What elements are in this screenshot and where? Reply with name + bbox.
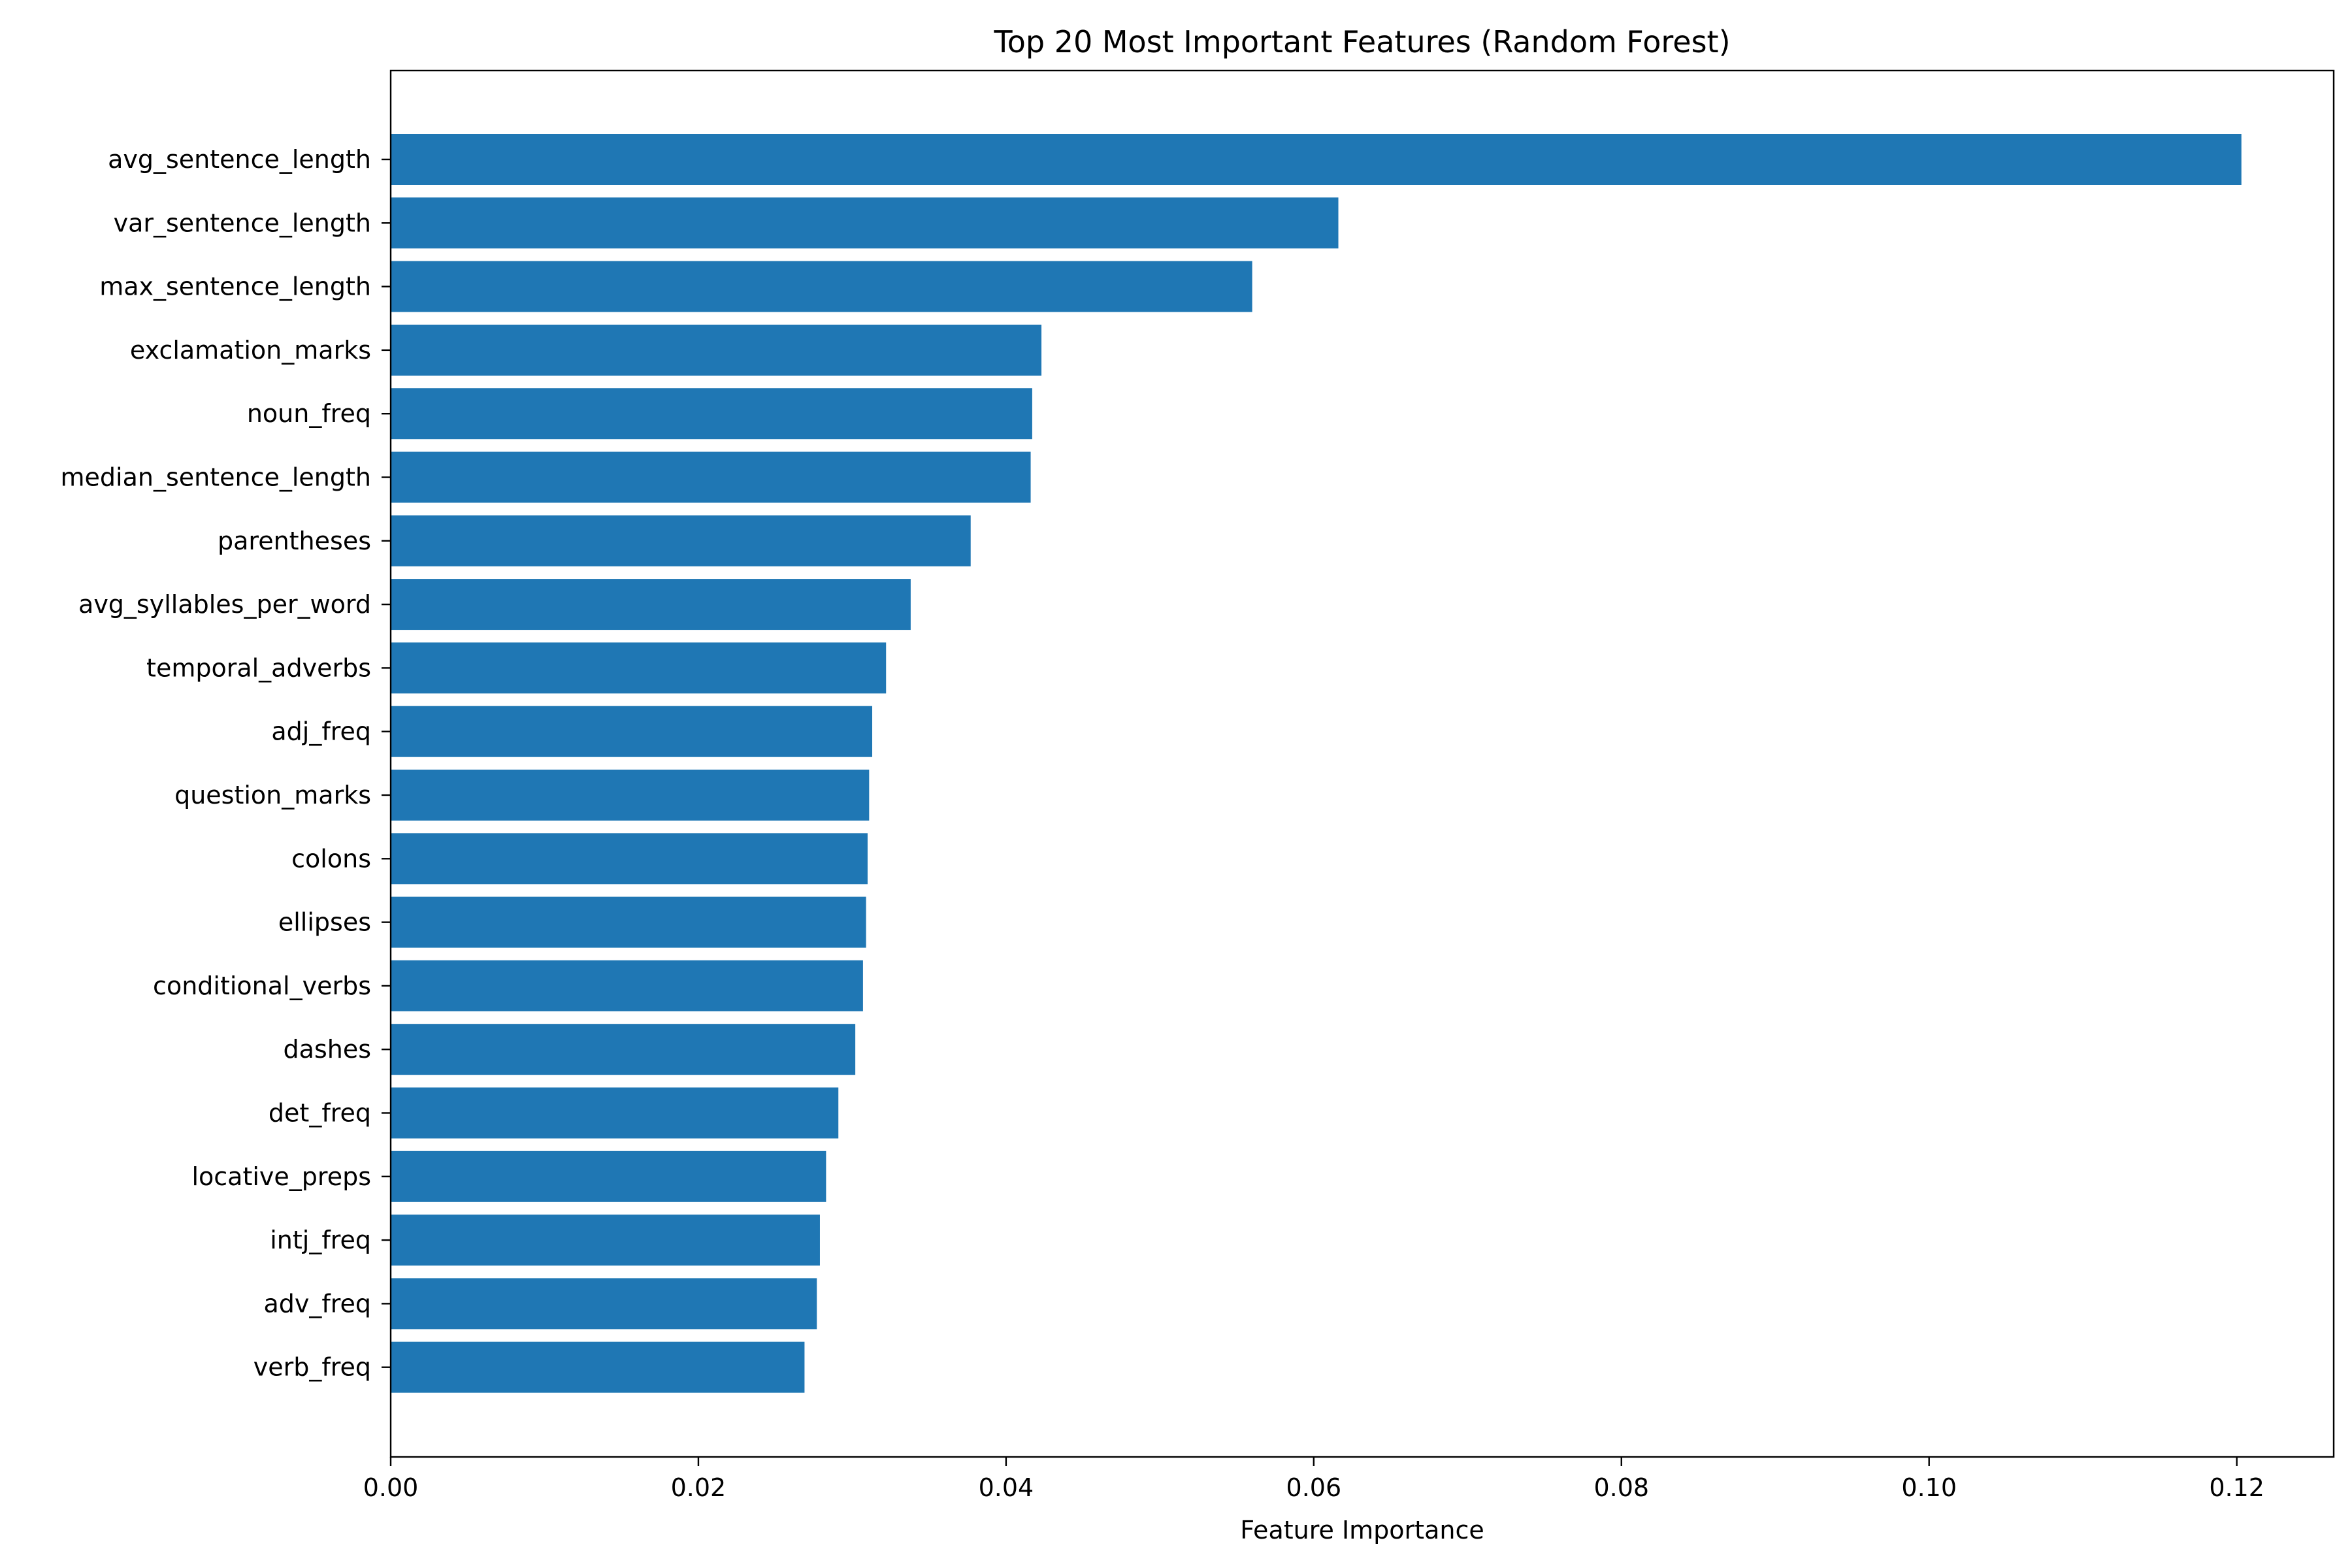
y-tick-label: question_marks <box>174 781 371 809</box>
y-tick-label: max_sentence_length <box>99 272 371 301</box>
y-tick-label: var_sentence_length <box>114 208 371 237</box>
y-tick-label: avg_syllables_per_word <box>78 590 371 619</box>
x-tick-label: 0.06 <box>1286 1473 1342 1502</box>
bar-max-sentence-length <box>391 261 1252 312</box>
bar-var-sentence-length <box>391 197 1339 249</box>
bar-adv-freq <box>391 1278 817 1330</box>
bar-temporal-adverbs <box>391 642 887 694</box>
x-tick-label: 0.02 <box>671 1473 727 1502</box>
y-tick-label: verb_freq <box>253 1353 371 1382</box>
y-tick-label: dashes <box>284 1035 371 1064</box>
bar-parentheses <box>391 515 971 566</box>
bars-layer <box>391 134 2242 1393</box>
y-tick-label: avg_sentence_length <box>108 145 371 174</box>
bar-intj-freq <box>391 1215 820 1266</box>
bar-det-freq <box>391 1087 839 1139</box>
y-tick-label: adv_freq <box>263 1289 371 1318</box>
bar-adj-freq <box>391 706 873 757</box>
y-tick-label: conditional_verbs <box>153 972 371 1000</box>
y-tick-label: parentheses <box>218 527 371 555</box>
x-tick-label: 0.00 <box>363 1473 419 1502</box>
y-axis: avg_sentence_length var_sentence_lengthma… <box>61 145 391 1382</box>
bar-dashes <box>391 1024 856 1075</box>
y-tick-label: locative_preps <box>191 1162 371 1191</box>
y-tick-label: adj_freq <box>271 717 371 746</box>
bar-question-marks <box>391 770 870 821</box>
bar-verb-freq <box>391 1341 805 1393</box>
bar-conditional-verbs <box>391 960 863 1011</box>
bar-colons <box>391 833 868 885</box>
bar-avg-syllables-per-word <box>391 579 911 630</box>
plot-frame <box>389 69 2335 1458</box>
x-tick-label: 0.10 <box>1901 1473 1957 1502</box>
y-tick-label: colons <box>291 844 371 873</box>
x-tick-label: 0.04 <box>979 1473 1034 1502</box>
bar-avg-sentence-length <box>391 134 2242 185</box>
bar-exclamation-marks <box>391 324 1042 376</box>
y-tick-label: det_freq <box>269 1099 371 1128</box>
bar-ellipses <box>391 896 866 948</box>
x-tick-label: 0.12 <box>2209 1473 2264 1502</box>
bar-median-sentence-length <box>391 451 1031 503</box>
y-tick-label: intj_freq <box>270 1226 371 1254</box>
y-tick-label: ellipses <box>278 908 371 937</box>
x-tick-label: 0.08 <box>1593 1473 1649 1502</box>
y-tick-label: median_sentence_length <box>61 463 371 492</box>
x-axis-title: Feature Importance <box>1240 1516 1484 1544</box>
y-tick-label: temporal_adverbs <box>146 653 371 682</box>
x-axis: 0.00 0.02 0.04 0.06 0.08 0.10 0.12 <box>363 1457 2264 1502</box>
bar-noun-freq <box>391 388 1032 440</box>
y-tick-label: noun_freq <box>247 399 371 428</box>
chart-title: Top 20 Most Important Features (Random F… <box>993 24 1730 59</box>
y-tick-label: exclamation_marks <box>130 336 371 365</box>
bar-locative-preps <box>391 1151 826 1202</box>
